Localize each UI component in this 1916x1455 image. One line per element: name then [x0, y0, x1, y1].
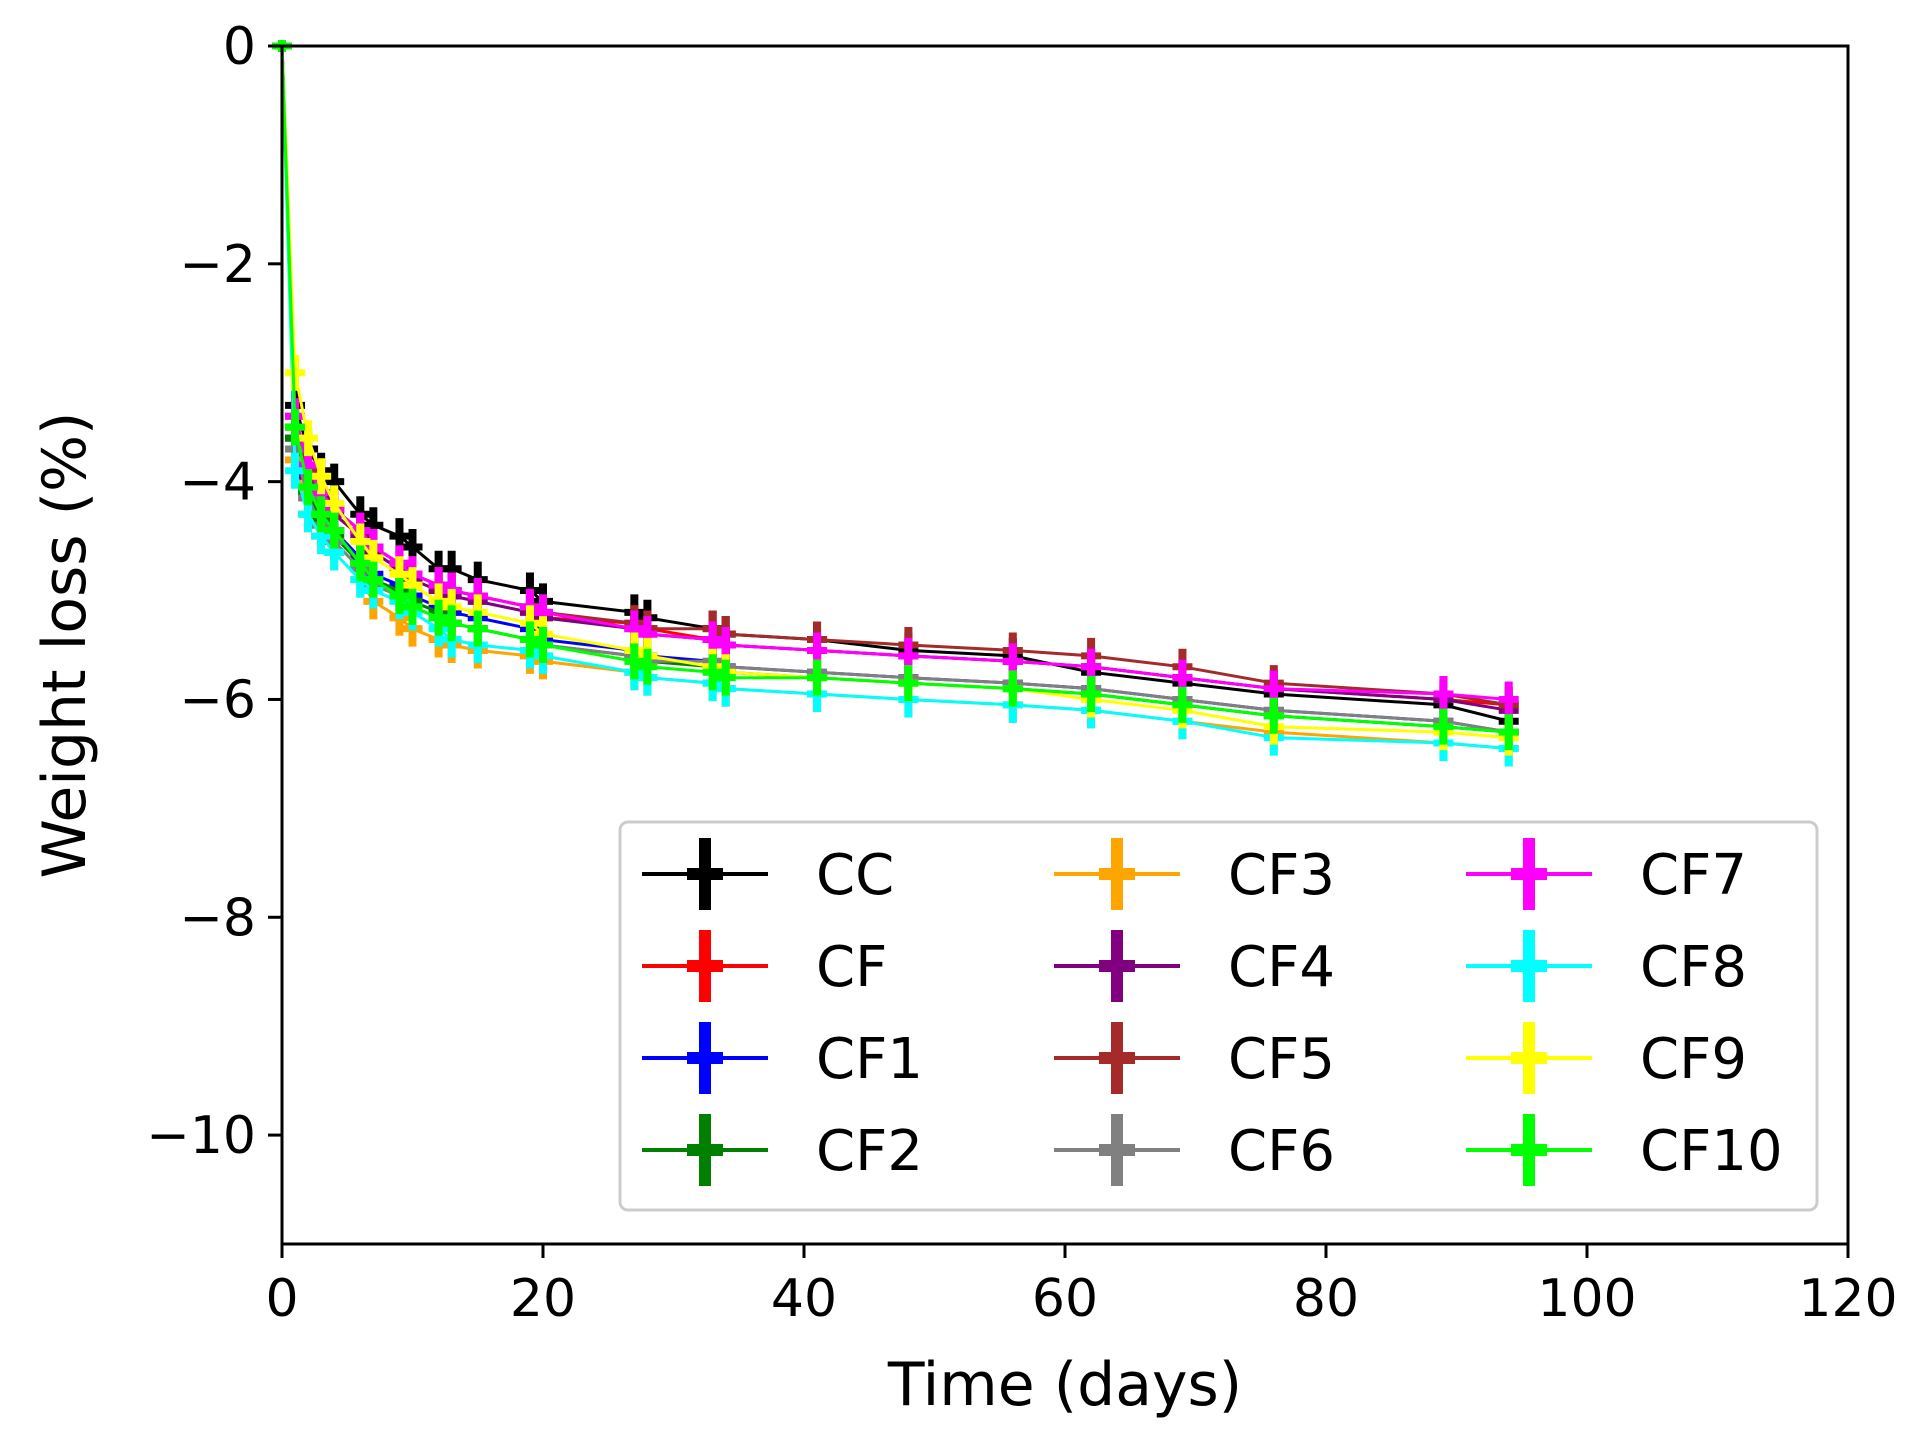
x-tick-label: 0: [265, 1269, 298, 1329]
series-line-cf9: [280, 45, 1509, 740]
legend-label-cf9: CF9: [1640, 1027, 1747, 1092]
x-tick-label: 20: [510, 1269, 576, 1329]
x-tick-label: 60: [1032, 1269, 1098, 1329]
legend-entry-cf10: CF10: [1466, 1114, 1783, 1186]
legend-entry-cf7: CF7: [1466, 838, 1747, 910]
legend-label-cf3: CF3: [1228, 843, 1335, 908]
legend-label-cf7: CF7: [1640, 843, 1747, 908]
legend-label-cf10: CF10: [1640, 1119, 1783, 1184]
legend-entry-cf5: CF5: [1054, 1022, 1335, 1094]
x-tick-label: 80: [1293, 1269, 1359, 1329]
legend-entry-cf2: CF2: [642, 1114, 923, 1186]
legend-label-cf2: CF2: [816, 1119, 923, 1184]
y-tick-label: −6: [179, 670, 256, 730]
legend-entry-cf1: CF1: [642, 1022, 923, 1094]
x-tick-label: 100: [1537, 1269, 1636, 1329]
legend-entry-cf8: CF8: [1466, 930, 1747, 1002]
legend-label-cc: CC: [816, 843, 894, 908]
legend-label-cf8: CF8: [1640, 935, 1747, 1000]
x-tick-label: 40: [771, 1269, 837, 1329]
legend-label-cf4: CF4: [1228, 935, 1335, 1000]
legend-entry-cc: CC: [642, 838, 894, 910]
legend-label-cf6: CF6: [1228, 1119, 1335, 1184]
legend-entry-cf6: CF6: [1054, 1114, 1335, 1186]
y-tick-label: −2: [179, 235, 256, 295]
y-tick-label: −8: [179, 888, 256, 948]
series-line-cc: [280, 45, 1510, 723]
x-axis-title: Time (days): [887, 1350, 1242, 1420]
y-axis-title: Weight loss (%): [30, 412, 100, 879]
y-tick-label: −10: [146, 1106, 256, 1166]
legend-label-cf: CF: [816, 935, 887, 1000]
legend-entry-cf4: CF4: [1054, 930, 1335, 1002]
x-tick-label: 120: [1798, 1269, 1897, 1329]
legend-box: [618, 820, 1819, 1212]
series-layer: [272, 40, 1519, 767]
legend-label-cf1: CF1: [816, 1027, 923, 1092]
legend-entry-cf3: CF3: [1054, 838, 1335, 910]
y-tick-label: −4: [179, 453, 256, 513]
legend-label-cf5: CF5: [1228, 1027, 1335, 1092]
legend-entry-cf: CF: [642, 930, 887, 1002]
ticks-layer: 0 20 40 60 80 100 120 0 −2 −4 −6 −8 −10: [146, 17, 1897, 1329]
series-cf10: [272, 40, 1519, 751]
legend: CC CF CF1 CF2 CF3 CF4 CF5 CF6 CF7 CF8 CF9 CF10: [618, 820, 1819, 1212]
legend-entry-cf9: CF9: [1466, 1022, 1747, 1094]
y-tick-label: 0: [223, 17, 256, 77]
